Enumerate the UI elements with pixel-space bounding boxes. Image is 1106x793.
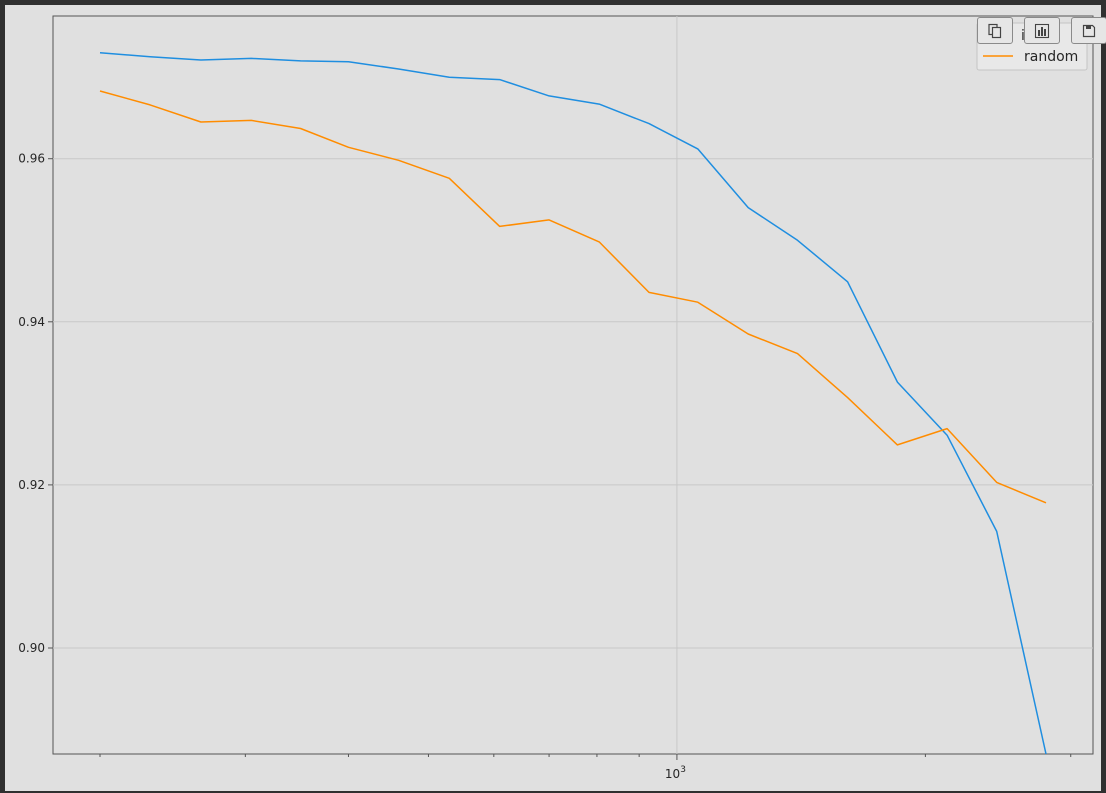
bar-chart-icon <box>1034 23 1050 38</box>
x-tick-label: 103 <box>665 765 686 781</box>
y-tick-label: 0.90 <box>18 641 45 655</box>
series-line-random <box>99 90 1047 504</box>
plot-area <box>52 15 1094 755</box>
legend-label-random: random <box>1024 49 1078 65</box>
chart-toolbar <box>977 17 1106 44</box>
series-layer <box>99 51 1047 755</box>
copy-button[interactable] <box>977 17 1013 44</box>
y-tick-label: 0.92 <box>18 478 45 492</box>
chart-button[interactable] <box>1024 17 1060 44</box>
copy-icon <box>988 23 1002 38</box>
save-button[interactable] <box>1071 17 1106 44</box>
series-line-ia <box>99 51 1047 755</box>
y-tick-label: 0.96 <box>18 152 45 166</box>
grid-lines <box>53 16 1093 754</box>
y-tick-label: 0.94 <box>18 315 45 329</box>
save-icon <box>1082 24 1096 37</box>
